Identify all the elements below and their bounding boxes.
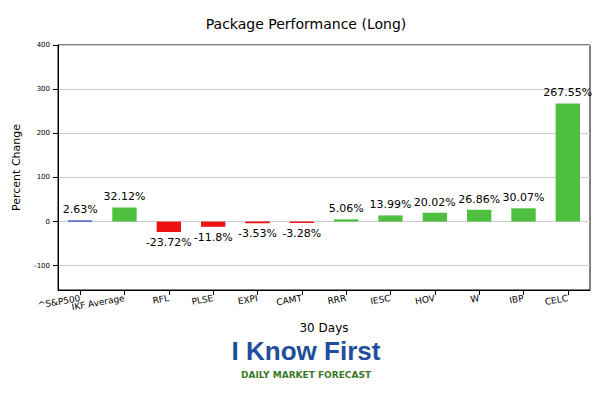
svg-text:RRR: RRR (327, 293, 347, 306)
svg-text:CAMT: CAMT (276, 293, 304, 307)
svg-text:-3.28%: -3.28% (282, 227, 321, 240)
svg-text:100: 100 (37, 173, 50, 181)
svg-text:W: W (470, 293, 481, 304)
svg-text:400: 400 (37, 41, 50, 49)
svg-text:20.02%: 20.02% (414, 196, 456, 209)
svg-text:267.55%: 267.55% (543, 86, 592, 99)
svg-text:30.07%: 30.07% (503, 191, 545, 204)
svg-text:I Know First: I Know First (232, 336, 381, 366)
svg-text:IBP: IBP (509, 293, 525, 305)
svg-text:PLSE: PLSE (191, 293, 215, 307)
svg-text:Package Performance (Long): Package Performance (Long) (206, 16, 406, 32)
svg-text:RFL: RFL (152, 293, 170, 306)
svg-text:^S&P500: ^S&P500 (37, 293, 81, 311)
svg-text:DAILY MARKET FORECAST: DAILY MARKET FORECAST (241, 370, 372, 380)
svg-text:-3.53%: -3.53% (238, 227, 277, 240)
svg-text:30 Days: 30 Days (299, 321, 348, 335)
svg-text:IKF Average: IKF Average (71, 293, 126, 312)
svg-text:HOV: HOV (414, 293, 436, 306)
svg-text:32.12%: 32.12% (104, 190, 146, 203)
svg-text:0: 0 (46, 218, 50, 226)
svg-text:EXPI: EXPI (237, 293, 258, 306)
svg-text:-11.8%: -11.8% (194, 231, 233, 244)
svg-text:2.63%: 2.63% (63, 203, 98, 216)
svg-text:-100: -100 (34, 262, 50, 270)
svg-text:26.86%: 26.86% (458, 193, 500, 206)
svg-text:-23.72%: -23.72% (146, 236, 192, 249)
svg-text:13.99%: 13.99% (370, 198, 412, 211)
svg-text:CELC: CELC (544, 293, 569, 307)
svg-text:Percent Change: Percent Change (10, 124, 23, 211)
svg-text:5.06%: 5.06% (329, 202, 364, 215)
svg-text:200: 200 (37, 129, 50, 137)
svg-text:IESC: IESC (370, 293, 392, 306)
svg-text:300: 300 (37, 85, 50, 93)
